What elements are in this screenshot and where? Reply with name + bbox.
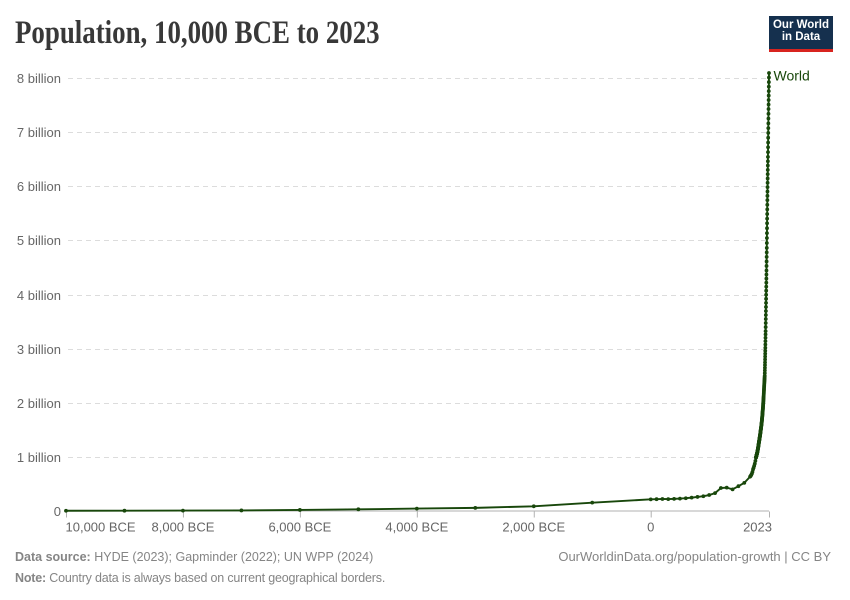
svg-text:7 billion: 7 billion <box>17 125 61 140</box>
svg-text:2023: 2023 <box>743 520 772 535</box>
svg-text:2,000 BCE: 2,000 BCE <box>502 520 565 535</box>
svg-text:4,000 BCE: 4,000 BCE <box>385 520 448 535</box>
svg-text:4 billion: 4 billion <box>17 288 61 303</box>
svg-text:5 billion: 5 billion <box>17 233 61 248</box>
svg-text:2 billion: 2 billion <box>17 396 61 411</box>
svg-text:10,000 BCE: 10,000 BCE <box>66 520 136 535</box>
svg-text:6,000 BCE: 6,000 BCE <box>268 520 331 535</box>
svg-text:0: 0 <box>54 504 61 519</box>
svg-text:1 billion: 1 billion <box>17 450 61 465</box>
svg-text:6 billion: 6 billion <box>17 179 61 194</box>
svg-text:8,000 BCE: 8,000 BCE <box>152 520 215 535</box>
svg-text:World: World <box>774 68 810 84</box>
svg-text:3 billion: 3 billion <box>17 342 61 357</box>
svg-text:0: 0 <box>647 520 654 535</box>
svg-text:8 billion: 8 billion <box>17 71 61 86</box>
